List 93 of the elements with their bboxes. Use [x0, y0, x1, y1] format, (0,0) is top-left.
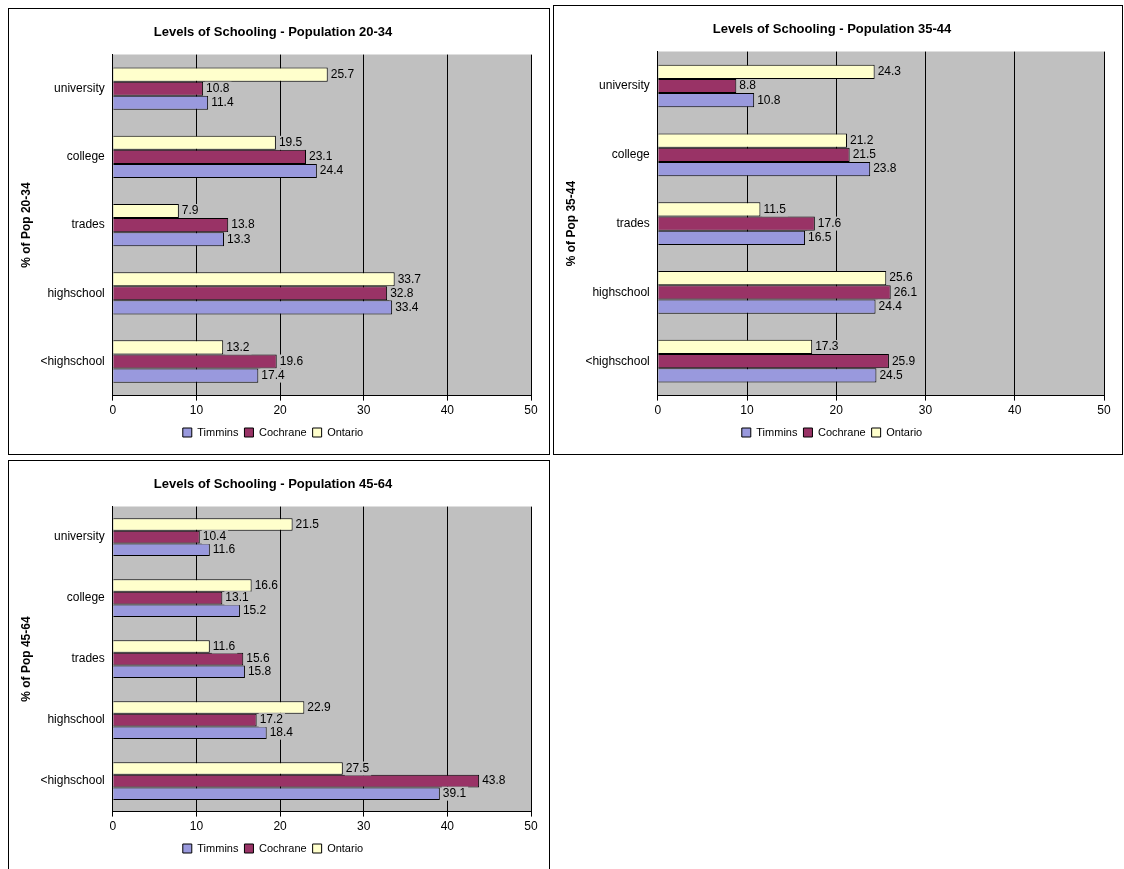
data-label: 25.9: [891, 353, 916, 368]
y-tick-label: college: [66, 590, 106, 605]
data-label: 27.5: [345, 760, 370, 775]
y-tick-label: college: [611, 147, 651, 162]
data-label: 11.6: [212, 542, 236, 557]
x-tick-label: 20: [273, 403, 288, 418]
x-tick-label: 0: [109, 403, 117, 418]
legend-label: Cochrane: [817, 425, 866, 438]
x-tick-label: 40: [440, 819, 455, 834]
x-tick-label: 30: [357, 403, 371, 418]
legend-label: Cochrane: [258, 425, 307, 438]
x-tick-label: 40: [440, 403, 455, 418]
data-label: 10.8: [757, 92, 781, 107]
legend-label: Cochrane: [258, 841, 307, 854]
x-tick-label: 10: [189, 819, 204, 834]
data-label: 19.5: [278, 135, 303, 150]
y-tick-label: highschool: [47, 285, 105, 300]
y-axis-title: % of Pop 45-64: [18, 616, 33, 702]
x-tick-label: 10: [740, 403, 755, 418]
data-label: 24.4: [319, 163, 344, 178]
y-tick-label: highschool: [592, 284, 650, 299]
chart-title: Levels of Schooling - Population 20-34: [153, 24, 393, 40]
y-tick-label: trades: [71, 651, 105, 666]
data-label: 17.6: [817, 215, 842, 230]
x-tick-label: 20: [829, 403, 844, 418]
data-label: 11.6: [212, 638, 236, 653]
y-tick-label: trades: [71, 217, 105, 232]
x-tick-label: 0: [109, 819, 117, 834]
data-label: 11.4: [211, 95, 234, 110]
data-label: 19.6: [279, 353, 304, 368]
y-tick-label: university: [54, 81, 105, 96]
x-tick-label: 20: [273, 819, 288, 834]
x-tick-label: 10: [189, 403, 204, 418]
data-label: 10.8: [206, 81, 230, 96]
chart-title: Levels of Schooling - Population 35-44: [712, 21, 952, 37]
y-axis-title: % of Pop 20-34: [18, 182, 33, 268]
data-label: 24.5: [879, 367, 904, 382]
data-label: 17.2: [259, 712, 284, 727]
data-label: 25.7: [330, 66, 355, 81]
x-tick-label: 0: [654, 403, 662, 418]
x-tick-label: 40: [1008, 403, 1022, 418]
data-label: 43.8: [482, 773, 506, 788]
data-label: 16.5: [808, 230, 832, 245]
x-tick-label: 50: [524, 819, 538, 834]
y-tick-label: college: [66, 149, 106, 164]
data-label: 22.9: [307, 699, 332, 714]
legend-label: Timmins: [756, 425, 798, 438]
y-tick-label: university: [54, 529, 105, 544]
data-label: 13.2: [226, 339, 250, 354]
data-label: 15.2: [242, 603, 267, 618]
y-tick-label: <highschool: [40, 773, 105, 788]
legend-label: Timmins: [197, 841, 239, 854]
data-label: 24.4: [878, 298, 903, 313]
data-label: 23.8: [873, 161, 897, 176]
data-label: 17.3: [815, 339, 839, 354]
legend-label: Ontario: [327, 425, 364, 438]
y-tick-label: university: [599, 78, 650, 93]
data-label: 33.4: [395, 299, 419, 314]
data-label: 15.8: [247, 664, 272, 679]
y-tick-label: <highschool: [40, 353, 105, 368]
legend-label: Timmins: [197, 425, 239, 438]
data-label: 13.1: [225, 590, 250, 605]
data-label: 33.7: [397, 271, 422, 286]
y-tick-label: trades: [616, 215, 650, 230]
data-label: 21.5: [852, 147, 877, 162]
data-label: 7.9: [181, 203, 199, 218]
x-tick-label: 50: [1097, 403, 1111, 418]
x-tick-label: 50: [524, 403, 538, 418]
data-label: 13.3: [227, 231, 251, 246]
data-label: 23.1: [309, 149, 333, 164]
data-label: 21.5: [295, 516, 320, 531]
data-label: 21.2: [849, 132, 874, 147]
data-label: 13.8: [231, 217, 255, 232]
data-label: 17.4: [261, 367, 285, 382]
data-label: 10.4: [202, 529, 227, 544]
data-label: 8.8: [739, 78, 757, 93]
data-label: 16.6: [254, 577, 279, 592]
data-label: 24.3: [877, 64, 902, 79]
legend-label: Ontario: [327, 841, 364, 854]
y-tick-label: highschool: [47, 712, 105, 727]
data-label: 26.1: [893, 284, 918, 299]
data-label: 18.4: [269, 725, 294, 740]
data-label: 39.1: [442, 786, 467, 801]
legend-label: Ontario: [886, 425, 923, 438]
x-tick-label: 30: [357, 819, 371, 834]
data-label: 11.5: [763, 201, 787, 216]
data-label: 32.8: [390, 285, 414, 300]
x-tick-label: 30: [918, 403, 933, 418]
data-label: 25.6: [889, 270, 913, 285]
y-tick-label: <highschool: [585, 353, 650, 368]
data-label: 15.6: [246, 651, 270, 666]
y-axis-title: % of Pop 35-44: [563, 180, 578, 267]
chart-title: Levels of Schooling - Population 45-64: [153, 476, 393, 492]
